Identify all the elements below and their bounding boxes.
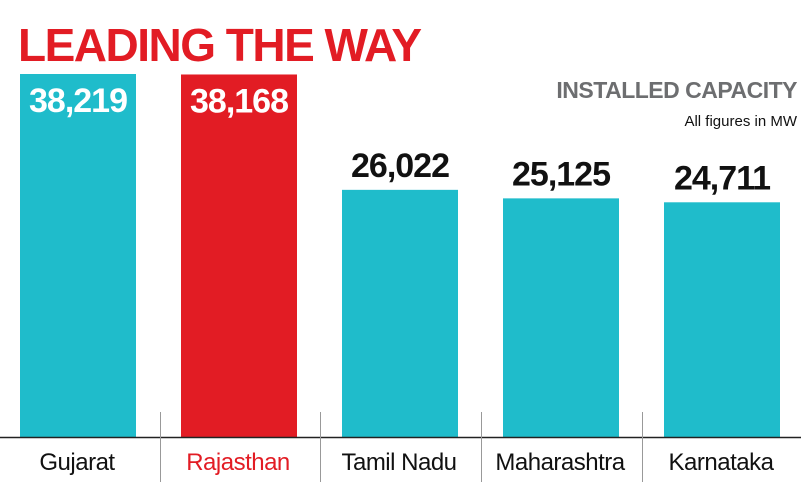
bar-maharashtra [503,198,619,437]
bar-rajasthan [181,74,297,438]
category-label: Rajasthan [186,449,290,476]
units-note: All figures in MW [684,113,797,130]
value-label: 38,168 [190,82,288,120]
bar-tamil-nadu [342,189,458,437]
bar-gujarat [20,74,136,437]
x-axis: Gujarat Rajasthan Tamil Nadu Maharashtra Kar… [0,412,801,482]
value-label: 25,125 [512,155,610,193]
bar-karnataka [664,202,780,437]
category-label: Gujarat [39,449,115,476]
bars-layer: 38,219 38,168 26,022 25,125 24,711 [20,74,780,438]
chart-title: LEADING THE WAY [18,19,421,71]
value-label: 26,022 [351,147,449,185]
category-label: Karnataka [669,449,775,476]
value-label: 38,219 [29,82,127,120]
chart-subtitle: INSTALLED CAPACITY [556,77,797,103]
category-label: Tamil Nadu [341,449,456,476]
category-label: Maharashtra [495,449,625,476]
value-label: 24,711 [674,159,770,197]
